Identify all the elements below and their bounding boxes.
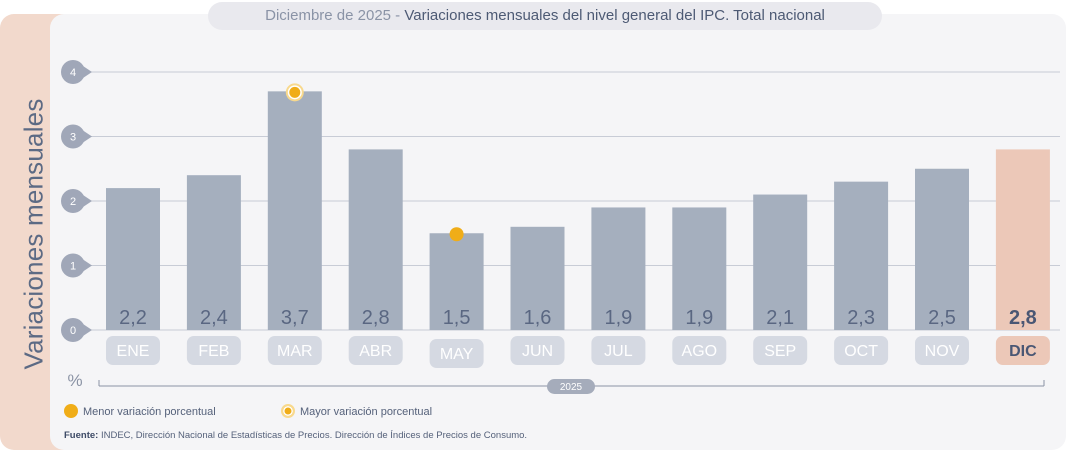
- category-pill: [995, 336, 1050, 365]
- legend-min-label: Menor variación porcentual: [83, 406, 216, 418]
- category-pill: [267, 336, 322, 365]
- source-label: Fuente:: [64, 430, 99, 441]
- category-label: DIC: [1009, 343, 1037, 360]
- category-pill: [834, 336, 889, 365]
- bar: [915, 168, 969, 330]
- min-marker: [449, 227, 464, 242]
- y-tick-pointer: [83, 130, 92, 143]
- title-separator: -: [391, 7, 405, 24]
- bar: [267, 91, 322, 330]
- legend-max: Mayor variación porcentual: [281, 403, 432, 421]
- category-pill: [429, 339, 484, 368]
- category-label: SEP: [764, 343, 796, 360]
- bar-value-label: 1,9: [604, 307, 632, 329]
- chart-title: Diciembre de 2025 - Variaciones mensuale…: [208, 2, 882, 30]
- category-label: ABR: [359, 343, 392, 360]
- bar: [106, 188, 160, 330]
- y-tick-pointer: [83, 259, 92, 272]
- y-tick-label: 1: [70, 261, 76, 273]
- bar: [429, 233, 484, 330]
- y-tick-marker: [61, 318, 85, 342]
- max-marker: [289, 86, 301, 98]
- bar: [753, 194, 808, 330]
- y-tick-pointer: [83, 66, 92, 78]
- category-label: ENE: [117, 343, 150, 360]
- category-label: MAR: [277, 343, 313, 360]
- source-text: INDEC, Dirección Nacional de Estadística…: [100, 430, 528, 441]
- y-tick-label: 4: [70, 67, 76, 79]
- bar-value-label: 2,8: [362, 307, 390, 329]
- bar-value-label: 2,3: [847, 307, 875, 329]
- category-pill: [106, 336, 160, 365]
- y-tick-marker: [61, 60, 85, 84]
- bar-value-label: 2,1: [766, 307, 794, 329]
- y-tick-pointer: [83, 195, 92, 207]
- category-pill: [510, 336, 565, 365]
- title-date: Diciembre de 2025: [265, 7, 392, 24]
- bar: [834, 181, 889, 330]
- category-pill: [348, 336, 403, 365]
- category-label: FEB: [198, 343, 229, 360]
- y-tick-marker: [61, 189, 85, 213]
- y-tick-label: 3: [70, 132, 76, 144]
- bar-value-label: 1,5: [443, 307, 471, 329]
- max-marker-icon: [281, 404, 295, 419]
- category-label: NOV: [925, 343, 960, 360]
- bar: [510, 226, 565, 330]
- legend-max-label: Mayor variación porcentual: [300, 406, 433, 418]
- category-pill: [753, 336, 808, 365]
- y-tick-pointer: [83, 324, 92, 336]
- category-pill: [672, 336, 727, 365]
- y-unit-label: %: [67, 371, 82, 390]
- bar-value-label: 2,8: [1009, 307, 1037, 329]
- category-label: JUN: [522, 343, 553, 360]
- title-text: Variaciones mensuales del nivel general …: [404, 7, 825, 24]
- bar-value-label: 1,9: [685, 307, 713, 329]
- bar: [591, 207, 646, 330]
- bar: [672, 207, 727, 330]
- bar-value-label: 1,6: [524, 307, 552, 329]
- bar-value-label: 2,5: [928, 307, 956, 329]
- category-label: OCT: [844, 343, 878, 360]
- bar-value-label: 2,2: [119, 307, 147, 329]
- category-label: MAY: [440, 346, 474, 363]
- bar-value-label: 2,4: [200, 307, 228, 329]
- y-tick-marker: [61, 124, 85, 149]
- category-pill: [915, 336, 969, 365]
- bar: [348, 149, 403, 330]
- source-note: Fuente: INDEC, Dirección Nacional de Est…: [64, 430, 527, 441]
- category-pill: [591, 336, 646, 365]
- category-pill: [186, 336, 241, 365]
- bar-value-label: 3,7: [281, 307, 309, 329]
- x-axis-title: 2025: [560, 382, 583, 393]
- min-marker-icon: [64, 404, 78, 419]
- category-label: AGO: [682, 343, 718, 360]
- y-tick-label: 2: [70, 196, 76, 208]
- y-tick-marker: [61, 253, 85, 278]
- bar: [186, 175, 241, 330]
- year-pill: [547, 379, 595, 394]
- category-label: JUL: [604, 343, 633, 360]
- y-tick-label: 0: [70, 325, 76, 337]
- bar: [995, 149, 1050, 330]
- legend-min: Menor variación porcentual: [64, 403, 216, 421]
